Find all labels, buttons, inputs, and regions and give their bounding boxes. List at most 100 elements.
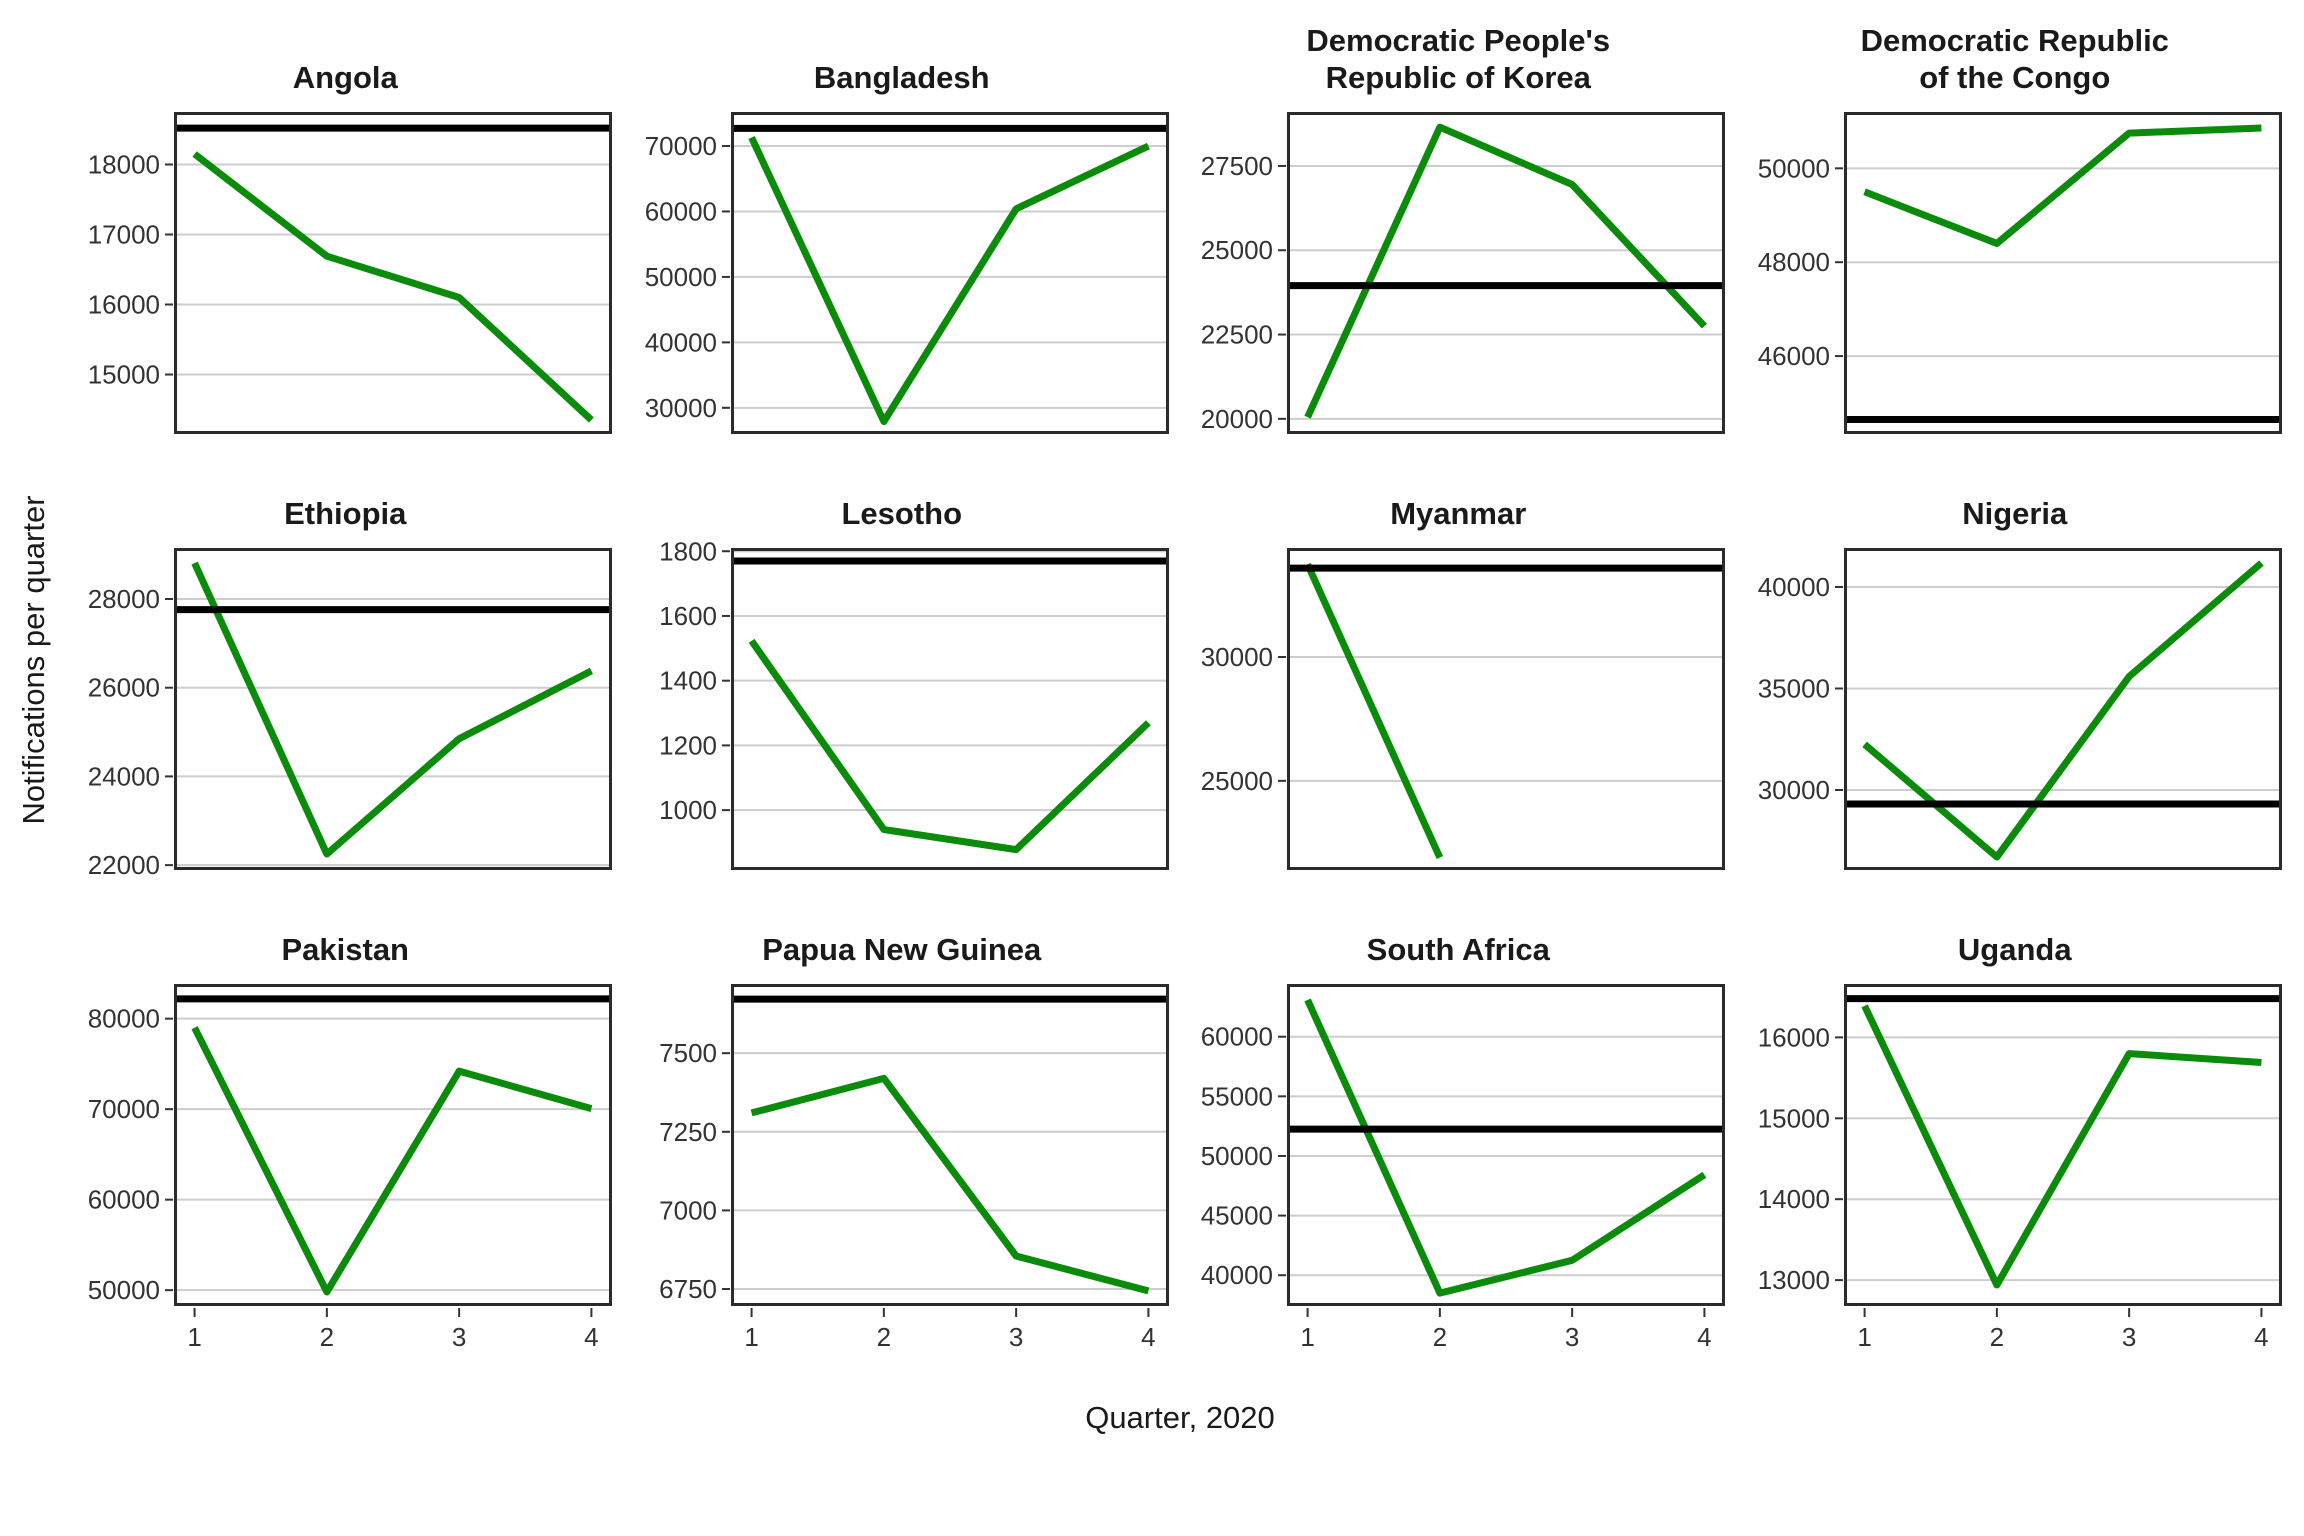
facet-title-line: Lesotho	[841, 496, 963, 531]
facet-papua-new-guinea: Papua New Guinea 6750 7000 7250 7500 1 2 3 4	[627, 882, 1178, 1370]
x-tick-label: 3	[2122, 1322, 2136, 1352]
facet-title-line: Angola	[292, 60, 398, 95]
y-tick-label: 40000	[644, 327, 716, 357]
x-tick-label: 2	[876, 1322, 890, 1352]
facet-title-line: of the Congo	[1919, 60, 2111, 95]
y-tick-label: 30000	[644, 393, 716, 423]
x-tick-label: 3	[1009, 1322, 1023, 1352]
facet-title-line: Uganda	[1957, 932, 2072, 967]
notifications-line	[1304, 562, 1444, 860]
notifications-line	[1304, 123, 1708, 419]
facet-title-angola: Angola	[293, 10, 398, 106]
y-tick-label: 70000	[644, 131, 716, 161]
facet-title-lesotho: Lesotho	[841, 446, 962, 542]
facet-uganda: Uganda 13000 14000 15000 16000 1 2 3 4	[1740, 882, 2291, 1370]
y-tick-label: 55000	[1201, 1081, 1273, 1111]
y-tick-label: 30000	[1757, 775, 1829, 805]
facet-title-south-africa: South Africa	[1367, 882, 1550, 978]
facet-angola: Angola 15000 16000 17000 18000	[70, 10, 621, 446]
facet-pakistan: Pakistan 50000 60000 70000 80000 1 2 3 4	[70, 882, 621, 1370]
y-tick-label: 7000	[659, 1195, 717, 1225]
facet-plot-south-africa: 40000 45000 50000 55000 60000 1 2 3 4	[1201, 984, 1726, 1352]
x-tick-label: 3	[452, 1322, 466, 1352]
panel-border	[1843, 984, 2282, 1306]
panel-border	[174, 112, 613, 434]
x-axis-title: Quarter, 2020	[1085, 1400, 1275, 1435]
facet-plot-myanmar: 25000 30000	[1201, 548, 1726, 870]
facet-plot-pakistan: 50000 60000 70000 80000 1 2 3 4	[88, 984, 613, 1352]
y-tick-label: 6750	[659, 1274, 717, 1304]
facet-plot-democratic-people-s-republic-of-korea: 20000 22500 25000 27500	[1201, 112, 1726, 434]
x-tick-label: 2	[1433, 1322, 1447, 1352]
y-tick-label: 40000	[1201, 1260, 1273, 1290]
y-tick-label: 20000	[1201, 404, 1273, 434]
x-tick-label: 1	[1857, 1322, 1871, 1352]
x-tick-label: 1	[1301, 1322, 1315, 1352]
panel-border	[1287, 984, 1726, 1306]
panel-border	[730, 112, 1169, 434]
facet-grid: Angola 15000 16000 17000 18000 Bangladesh 3000…	[70, 10, 2290, 1370]
y-tick-label: 16000	[1757, 1022, 1829, 1052]
facet-title-democratic-republic-of-the-congo: Democratic Republic of the Congo	[1861, 10, 2169, 106]
y-tick-label: 60000	[644, 196, 716, 226]
y-tick-label: 60000	[1201, 1022, 1273, 1052]
notifications-line	[192, 151, 595, 423]
x-tick-label: 2	[320, 1322, 334, 1352]
facet-title-bangladesh: Bangladesh	[814, 10, 990, 106]
facet-south-africa: South Africa 40000 45000 50000 55000 60000 1 2 3…	[1183, 882, 1734, 1370]
y-tick-label: 27500	[1201, 151, 1273, 181]
facet-title-pakistan: Pakistan	[281, 882, 409, 978]
y-tick-label: 60000	[88, 1185, 160, 1215]
y-tick-label: 50000	[644, 262, 716, 292]
x-tick-label: 2	[1989, 1322, 2003, 1352]
notifications-line	[191, 561, 594, 858]
x-tick-label: 3	[1565, 1322, 1579, 1352]
facet-title-line: Republic of Korea	[1325, 60, 1591, 95]
x-tick-label: 4	[2254, 1322, 2268, 1352]
y-tick-label: 45000	[1201, 1201, 1273, 1231]
y-tick-label: 1400	[659, 666, 717, 696]
facet-title-line: Bangladesh	[813, 60, 990, 95]
panel-border	[174, 548, 613, 870]
y-axis-title: Notifications per quarter	[16, 495, 51, 825]
x-tick-label: 4	[584, 1322, 598, 1352]
facet-plot-angola: 15000 16000 17000 18000	[88, 112, 613, 434]
x-tick-label: 1	[188, 1322, 202, 1352]
panel-border	[1843, 112, 2282, 434]
facet-bangladesh: Bangladesh 30000 40000 50000 60000 70000	[627, 10, 1178, 446]
y-tick-label: 22500	[1201, 320, 1273, 350]
y-tick-label: 14000	[1757, 1184, 1829, 1214]
y-tick-label: 1000	[659, 795, 717, 825]
panel-border	[1287, 548, 1726, 870]
facet-title-line: Nigeria	[1962, 496, 2068, 531]
notifications-line	[1862, 560, 2264, 861]
y-tick-label: 24000	[88, 761, 160, 791]
notifications-line	[748, 136, 1150, 426]
y-tick-label: 25000	[1201, 235, 1273, 265]
y-tick-label: 48000	[1757, 247, 1829, 277]
facet-lesotho: Lesotho 1000 1200 1400 1600 1800	[627, 446, 1178, 882]
facet-democratic-republic-of-the-congo: Democratic Republic of the Congo 46000 4800…	[1740, 10, 2291, 446]
y-tick-label: 46000	[1757, 341, 1829, 371]
y-tick-label: 70000	[88, 1094, 160, 1124]
panel-border	[1843, 548, 2282, 870]
y-tick-label: 1600	[659, 601, 717, 631]
y-tick-label: 15000	[1757, 1103, 1829, 1133]
facet-plot-bangladesh: 30000 40000 50000 60000 70000	[644, 112, 1169, 434]
y-tick-label: 18000	[88, 150, 160, 180]
facet-title-nigeria: Nigeria	[1962, 446, 2067, 542]
facet-title-myanmar: Myanmar	[1390, 446, 1526, 542]
facet-plot-uganda: 13000 14000 15000 16000 1 2 3 4	[1757, 984, 2282, 1352]
x-tick-label: 4	[1141, 1322, 1155, 1352]
facet-plot-nigeria: 30000 35000 40000	[1757, 548, 2282, 870]
y-tick-label: 50000	[88, 1275, 160, 1305]
y-tick-label: 7500	[659, 1038, 717, 1068]
y-tick-label: 80000	[88, 1004, 160, 1034]
facet-title-line: Papua New Guinea	[762, 932, 1042, 967]
y-tick-label: 1800	[659, 542, 717, 566]
y-tick-label: 15000	[88, 360, 160, 390]
facet-democratic-people-s-republic-of-korea: Democratic People's Republic of Korea 2000…	[1183, 10, 1734, 446]
y-tick-label: 26000	[88, 673, 160, 703]
facet-plot-democratic-republic-of-the-congo: 46000 48000 50000	[1757, 112, 2282, 434]
y-tick-label: 50000	[1757, 153, 1829, 183]
